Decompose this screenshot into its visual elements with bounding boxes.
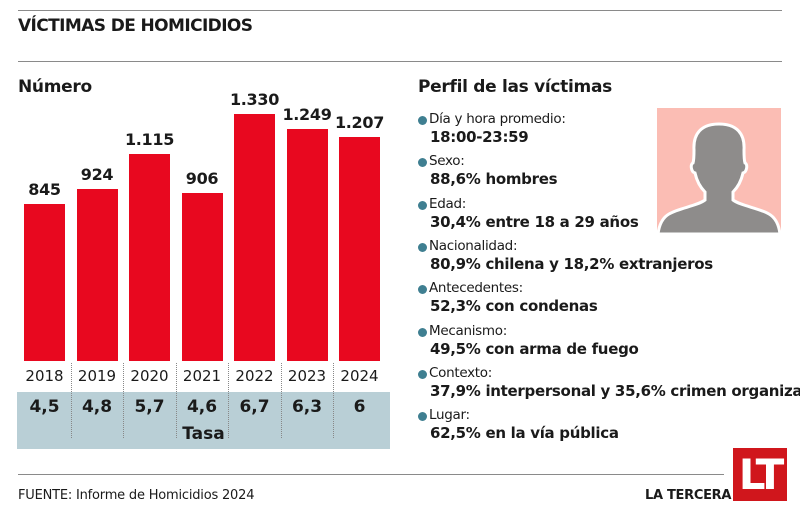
- profile-item-label: Contexto:: [429, 364, 492, 381]
- column-separator: [333, 363, 334, 438]
- column-separator: [228, 363, 229, 438]
- bullet-icon: [418, 327, 427, 337]
- bar-2023: [286, 129, 328, 361]
- profile-item-label: Sexo:: [429, 153, 465, 170]
- bar-value-label: 906: [185, 168, 219, 188]
- bar-2019: [76, 189, 118, 361]
- column-separator: [123, 363, 124, 438]
- bullet-icon: [418, 116, 427, 125]
- profile-item-label: Antecedentes:: [429, 280, 523, 297]
- bar-2024: [339, 136, 380, 361]
- profile-item-label: Lugar:: [429, 407, 470, 424]
- bar-value-label: 924: [80, 165, 114, 185]
- bar-value-label: 1.249: [282, 105, 332, 125]
- brand-logo: LT: [733, 448, 787, 501]
- x-tick-label: 2024: [340, 367, 379, 385]
- rate-value: 6,3: [291, 397, 323, 417]
- bullet-icon: [418, 158, 427, 168]
- rate-value: 5,7: [134, 397, 165, 417]
- bar-2021: [181, 192, 223, 361]
- x-tick-label: 2023: [287, 367, 327, 385]
- top-rule: [18, 10, 782, 11]
- bar-value-label: 1.207: [334, 112, 385, 132]
- bar-2020: [129, 153, 170, 361]
- x-tick-label: 2019: [77, 367, 117, 385]
- bullet-icon: [418, 200, 427, 210]
- profile-item-label: Día y hora promedio:: [429, 111, 566, 127]
- footer-rule: [18, 474, 724, 475]
- profile-item-label: Edad:: [429, 195, 466, 212]
- profile-item-value: 37,9% interpersonal y 35,6% crimen organ…: [430, 381, 800, 400]
- bar-2022: [234, 114, 275, 361]
- profile-item-value: 80,9% chilena y 18,2% extranjeros: [430, 254, 713, 273]
- column-separator: [70, 363, 72, 438]
- profile-item-value: 62,5% en la vía pública: [430, 424, 619, 443]
- rate-band: [17, 392, 390, 449]
- brand-name: LA TERCERA: [645, 488, 732, 503]
- source-note: FUENTE: Informe de Homicidios 2024: [18, 488, 255, 503]
- bar-value-label: 845: [28, 180, 61, 200]
- x-tick-label: 2018: [25, 367, 64, 385]
- bullet-icon: [418, 369, 427, 379]
- x-tick-label: 2021: [182, 367, 222, 385]
- chart-title: Número: [18, 77, 92, 97]
- bullet-icon: [418, 412, 427, 422]
- profile-title: Perfil de las víctimas: [418, 77, 612, 97]
- profile-item-value: 18:00-23:59: [430, 128, 529, 146]
- bar-chart: 845 2018 924 2019 1.115 2020 906 2021 1.330 2022 1…: [0, 0, 400, 460]
- profile-item-value: 49,5% con arma de fuego: [430, 339, 639, 358]
- bar-value-label: 1.330: [229, 90, 280, 109]
- column-separator: [175, 363, 177, 438]
- bar-value-label: 1.115: [124, 129, 175, 149]
- column-separator: [280, 363, 282, 438]
- rate-value: 6,7: [239, 397, 270, 417]
- bullet-icon: [418, 242, 427, 252]
- profile-item-label: Nacionalidad:: [429, 237, 518, 254]
- profile-item-value: 30,4% entre 18 a 29 años: [430, 212, 639, 231]
- rate-value: 4,6: [186, 397, 218, 417]
- profile-item-label: Mecanismo:: [429, 322, 507, 339]
- bar-2018: [24, 204, 65, 361]
- page-title: VÍCTIMAS DE HOMICIDIOS: [18, 16, 253, 36]
- rate-value: 4,5: [29, 397, 60, 417]
- title-rule: [18, 61, 782, 62]
- rate-value: 4,8: [81, 397, 113, 417]
- profile-item-value: 88,6% hombres: [430, 170, 558, 189]
- profile-item-value: 52,3% con condenas: [430, 297, 598, 316]
- person-silhouette-icon: [657, 108, 781, 234]
- bullet-icon: [418, 285, 427, 295]
- x-tick-label: 2022: [235, 367, 274, 385]
- rate-label: Tasa: [182, 424, 225, 444]
- rate-value: 6: [353, 397, 366, 417]
- x-tick-label: 2020: [130, 367, 169, 385]
